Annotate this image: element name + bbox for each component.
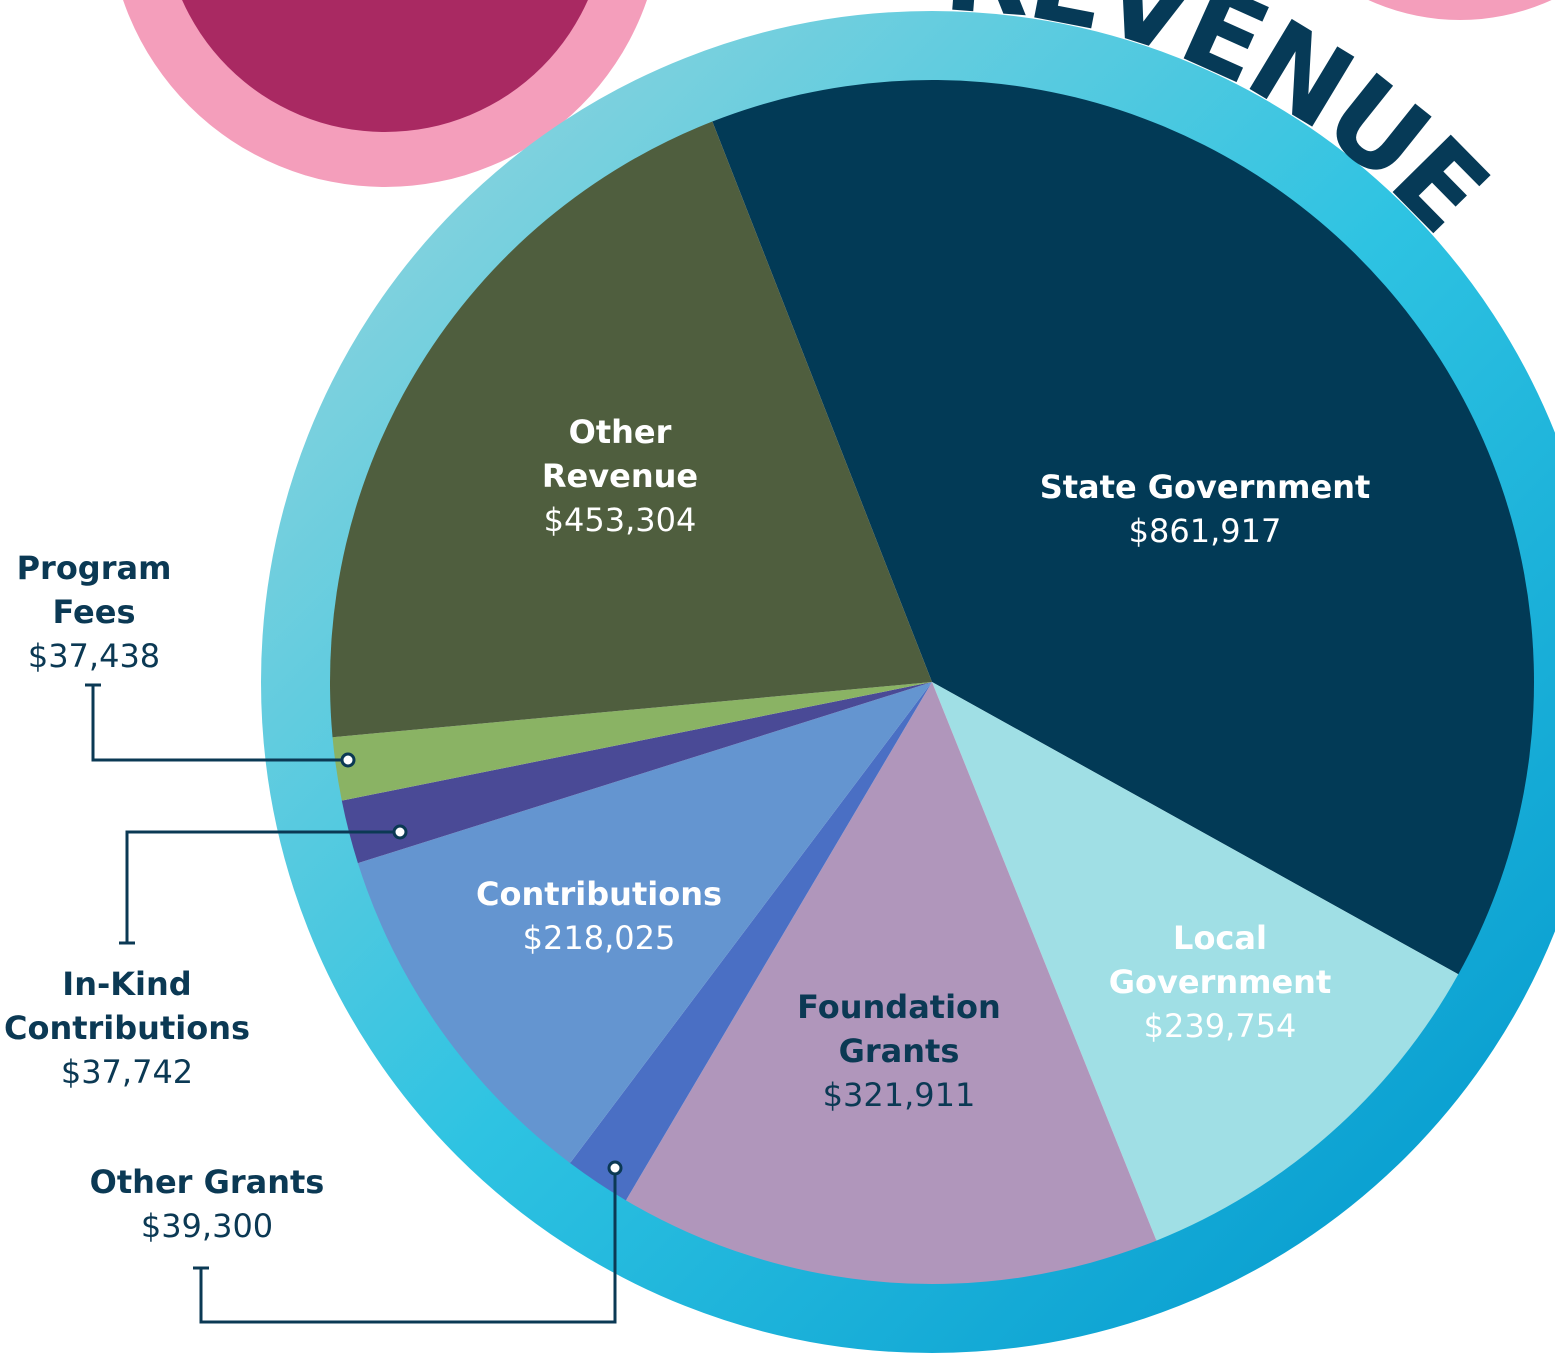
slice-name: Local Government: [1108, 919, 1332, 1001]
leader-dot: [340, 752, 356, 768]
slice-value: $37,438: [27, 637, 161, 675]
decor-circle: [1368, 0, 1552, 20]
slice-label: Contributions $218,025: [439, 872, 759, 960]
slice-label: State Government $861,917: [995, 465, 1415, 553]
slice-value: $218,025: [522, 919, 676, 957]
leader-line: [199, 1174, 617, 1324]
pie-slice: [570, 682, 932, 1201]
slice-label: Local Government $239,754: [1095, 916, 1345, 1048]
slice-name: State Government: [1039, 468, 1371, 506]
slice-value: $239,754: [1143, 1007, 1297, 1045]
slice-label: Program Fees $37,438: [9, 546, 179, 678]
pie-slice: [625, 682, 1157, 1284]
slice-name: Program Fees: [16, 549, 172, 631]
slice-value: $321,911: [822, 1076, 976, 1114]
slice-name: Other Grants: [89, 1163, 325, 1201]
pie-slice: [932, 682, 1459, 1241]
pie-slice: [341, 682, 932, 864]
slice-name: Other Revenue: [541, 413, 699, 495]
decor-circle-inner: [182, 0, 588, 132]
slice-value: $861,917: [1128, 512, 1282, 550]
slice-name: In-Kind Contributions: [3, 965, 251, 1047]
pie-slice: [712, 80, 1534, 975]
slice-name: Contributions: [475, 875, 723, 913]
leader-dot: [607, 1160, 623, 1176]
slice-label: Foundation Grants $321,911: [774, 985, 1024, 1117]
leader-dot: [392, 824, 408, 840]
slice-value: $39,300: [140, 1207, 274, 1245]
leader-line: [91, 685, 343, 762]
pie-slice: [329, 121, 932, 738]
slice-value: $37,742: [60, 1053, 194, 1091]
pie-slice: [357, 682, 932, 1164]
slice-label: In-Kind Contributions $37,742: [0, 962, 262, 1094]
slice-value: $453,304: [543, 501, 697, 539]
leader-lines: [85, 683, 623, 1324]
outer-ring: [261, 11, 1555, 1353]
slice-name: Foundation Grants: [797, 988, 1001, 1070]
leader-line: [125, 830, 395, 943]
slice-label: Other Revenue $453,304: [525, 410, 715, 542]
pie-slice: [332, 682, 932, 801]
slice-label: Other Grants $39,300: [47, 1160, 367, 1248]
